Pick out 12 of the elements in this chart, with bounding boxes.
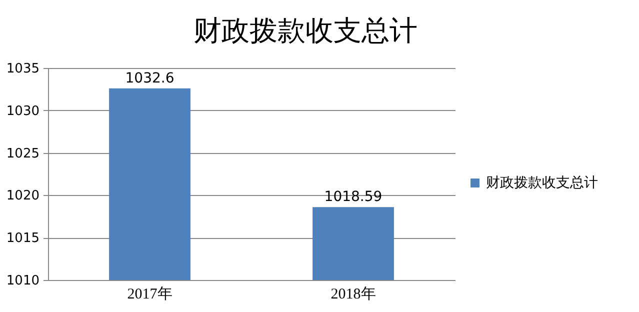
y-tick-label: 1030	[6, 104, 40, 119]
y-tick-label: 1025	[6, 146, 40, 162]
chart-title: 财政拨款收支总计	[194, 14, 418, 47]
y-tick-label: 1020	[6, 188, 40, 204]
y-tick-label: 1015	[6, 231, 40, 246]
data-label: 1018.59	[324, 189, 382, 206]
y-tick-label: 1035	[6, 62, 40, 76]
y-tick-label: 1010	[6, 274, 40, 288]
x-tick-label: 2018年	[330, 286, 376, 302]
x-tick-label: 2017年	[127, 286, 172, 302]
data-label: 1032.6	[125, 70, 174, 86]
legend-label: 财政拨款收支总计	[486, 175, 598, 191]
